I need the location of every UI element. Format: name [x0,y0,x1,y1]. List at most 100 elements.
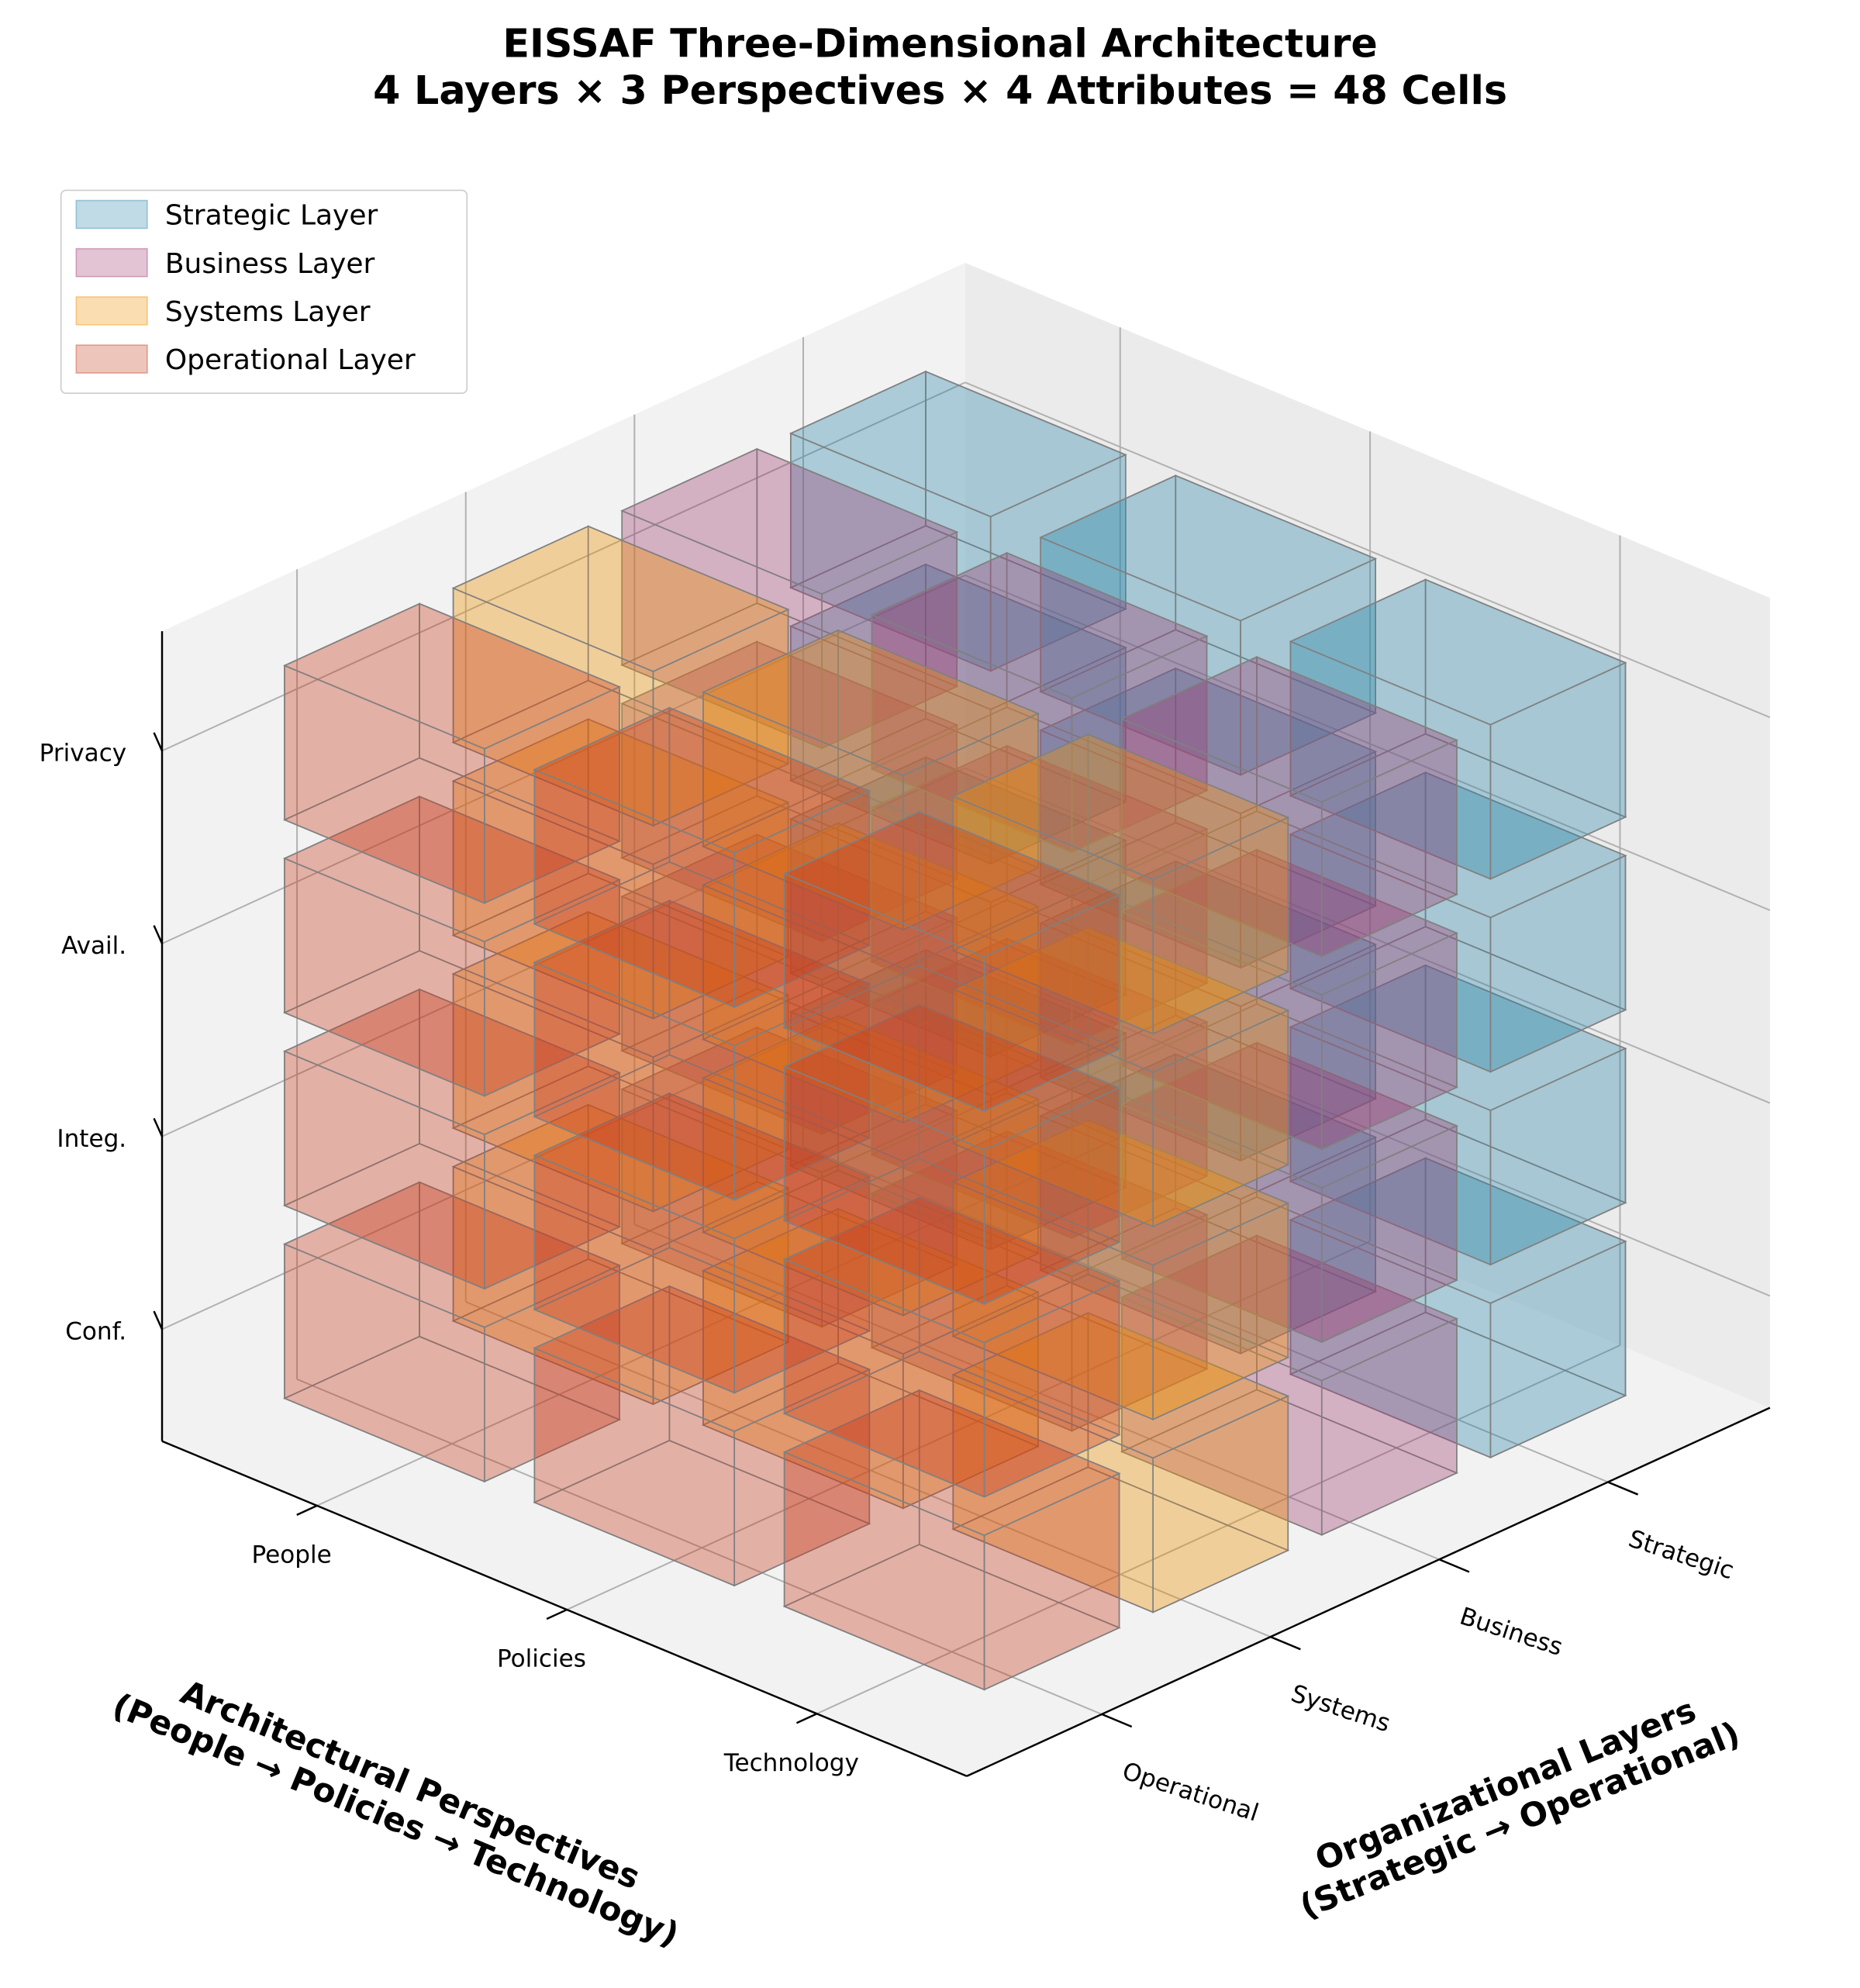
left-pane [162,263,965,1441]
voxel-cell-systems-people-1 [451,910,790,1213]
voxel-cell-systems-people-2 [451,718,790,1020]
legend: Strategic Layer Business Layer Systems Lay… [60,189,468,395]
voxel-face [282,796,621,943]
voxel-cell-business-people-0 [620,1026,959,1328]
gridline-x [816,1344,1620,1715]
voxel-face [282,602,621,750]
voxel-face [1120,656,1458,803]
voxel-cell-systems-people-0 [451,1103,790,1406]
x-axis-title-line2: (People → Policies → Technology) [107,1686,684,1955]
gridline-z [965,575,1771,911]
voxel-face [533,899,871,1047]
voxel-face [789,756,1127,903]
legend-frame [60,189,468,395]
x-tick-mark [296,1504,318,1516]
y-tick-label: Operational [1119,1757,1262,1828]
voxel-cell-strategic-policies-2 [1039,667,1378,969]
voxel-face [620,834,959,981]
legend-swatch [75,344,148,374]
voxel-cell-strategic-technology-1 [1289,964,1627,1266]
voxel-cell-systems-policies-2 [701,822,1040,1124]
gridline-y [802,1146,1609,1483]
x-axis-line [161,1440,968,1777]
voxel-face [870,744,1209,892]
voxel-cell-systems-policies-0 [701,1207,1040,1510]
voxel-cell-business-policies-2 [870,744,1209,1047]
voxel-cell-strategic-policies-0 [1039,1053,1378,1355]
voxel-face [620,448,959,595]
gridline-z [161,575,966,944]
voxel-cell-operational-people-3 [282,602,621,905]
voxel-cell-operational-policies-2 [533,899,871,1201]
x-tick-label: Policies [497,1645,586,1673]
gridline-x [566,1241,1371,1610]
legend-swatch [75,199,148,230]
z-tick-mark [153,925,164,944]
legend-label: Business Layer [165,248,375,280]
voxel-cell-business-policies-3 [870,551,1209,854]
y-tick-mark [1101,1713,1133,1728]
legend-label: Strategic Layer [165,200,378,232]
chart-subtitle: 4 Layers × 3 Perspectives × 4 Attributes… [373,67,1507,113]
x-tick-mark [795,1713,818,1724]
z-tick-mark [153,1310,164,1330]
z-tick-label: Privacy [40,739,127,767]
voxel-face [533,706,871,854]
voxel-face [782,1003,1121,1151]
gridline-y [296,1378,1103,1715]
voxel-face [789,563,1127,710]
voxel-face [1039,668,1378,815]
voxel-face [1039,860,1378,1007]
z-tick-label: Integ. [57,1125,126,1153]
voxel-cell-operational-people-2 [282,796,621,1097]
chart-title: EISSAF Three-Dimensional Architecture [502,21,1377,67]
voxel-face [620,1027,959,1174]
gridline-y [465,1301,1272,1638]
voxel-face [789,371,1127,518]
voxel-face [1289,1157,1627,1304]
voxel-face [1120,1041,1458,1189]
voxel-face [701,1015,1040,1162]
voxel-face [1289,965,1627,1112]
y-tick-label: Systems [1288,1679,1394,1738]
z-tick-mark [153,732,164,751]
voxel-face [870,552,1209,699]
voxel-cell-systems-policies-3 [701,629,1040,931]
voxel-face [951,1312,1290,1459]
voxel-face [782,1196,1121,1344]
legend-swatch [75,247,148,278]
voxel-face [1039,1053,1378,1200]
voxel-cell-strategic-policies-1 [1039,860,1378,1162]
legend-swatch [75,296,148,326]
axis-panes [153,263,1771,1777]
voxel-face [282,989,621,1136]
voxel-face [1289,771,1627,919]
voxel-face [451,911,790,1058]
voxel-cell-operational-policies-1 [533,1092,871,1394]
y-tick-label: Strategic [1625,1525,1737,1586]
legend-label: Systems Layer [165,296,371,328]
back-pane [965,263,1770,1408]
voxel-cell-operational-technology-1 [782,1196,1121,1498]
gridline-z [161,767,966,1137]
voxel-face [1120,1234,1458,1382]
voxel-face [701,1208,1040,1355]
voxel-cell-systems-technology-3 [951,733,1290,1035]
voxel-face [1120,849,1458,996]
x-axis-title: Architectural Perspectives (People → Pol… [107,1674,684,1955]
voxel-cell-strategic-people-3 [789,370,1127,672]
voxel-face [451,718,790,865]
voxel-cell-business-people-1 [620,834,959,1135]
voxel-cell-business-technology-3 [1120,656,1458,958]
voxel-cell-business-technology-2 [1120,848,1458,1151]
voxel-cell-strategic-technology-3 [1289,578,1627,880]
voxel-face [1039,475,1378,622]
gridline-z [161,960,966,1331]
y-tick-mark [1270,1635,1301,1651]
voxel-cell-operational-technology-0 [782,1389,1121,1691]
voxel-face [782,811,1121,958]
gridline-z [161,381,966,752]
voxel-cell-operational-policies-0 [533,1285,871,1587]
gridline-x [316,1136,1121,1507]
